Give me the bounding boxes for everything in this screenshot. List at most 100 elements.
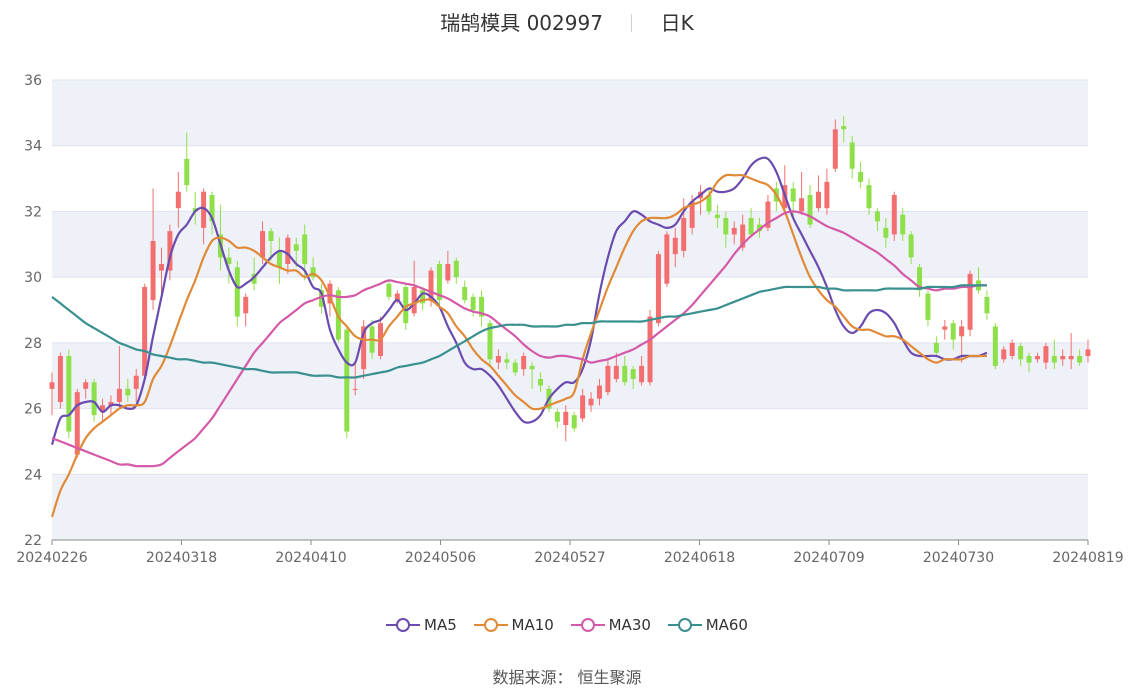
candle-body bbox=[184, 158, 190, 186]
candle bbox=[167, 224, 173, 281]
y-tick-label: 22 bbox=[24, 533, 42, 549]
candle bbox=[588, 392, 594, 412]
candle bbox=[479, 290, 485, 327]
candle-body bbox=[445, 264, 451, 281]
candle bbox=[672, 227, 678, 268]
candle bbox=[1009, 339, 1015, 360]
y-tick-label: 32 bbox=[24, 204, 42, 220]
legend-item-ma5[interactable]: MA5 bbox=[386, 613, 457, 637]
candle-body bbox=[554, 411, 560, 422]
candle-body bbox=[1043, 346, 1049, 363]
candle bbox=[462, 280, 468, 304]
candle bbox=[647, 310, 653, 386]
background-bands bbox=[52, 80, 1088, 540]
candle-body bbox=[100, 405, 106, 412]
candle bbox=[226, 247, 232, 284]
candle bbox=[799, 172, 805, 215]
candle bbox=[874, 208, 880, 232]
candle bbox=[925, 290, 931, 327]
candle-body bbox=[352, 388, 358, 390]
candle-body bbox=[1018, 346, 1024, 360]
moving-average-lines bbox=[50, 156, 988, 518]
series-line-ma30 bbox=[51, 210, 987, 468]
candle-body bbox=[1034, 356, 1040, 360]
series-line-ma10 bbox=[50, 173, 987, 518]
candle-body bbox=[714, 214, 720, 218]
candle bbox=[706, 188, 712, 215]
legend-marker-ma30 bbox=[570, 618, 605, 632]
candle-body bbox=[967, 273, 973, 330]
candle-body bbox=[116, 388, 122, 402]
candle-body bbox=[832, 129, 838, 169]
candle bbox=[731, 221, 737, 245]
candle bbox=[74, 388, 80, 458]
candle bbox=[1051, 339, 1057, 370]
candle-body bbox=[133, 375, 139, 389]
candle bbox=[57, 352, 63, 409]
candle-body bbox=[908, 234, 914, 258]
candle-body bbox=[799, 198, 805, 212]
candle bbox=[950, 319, 956, 350]
candle bbox=[832, 119, 838, 172]
candle-body bbox=[268, 231, 274, 241]
candle bbox=[445, 250, 451, 284]
background-band bbox=[52, 211, 1088, 278]
candle bbox=[293, 237, 299, 268]
candle-body bbox=[959, 326, 965, 337]
candle bbox=[942, 319, 948, 340]
candle-body bbox=[226, 257, 232, 264]
candle bbox=[361, 319, 367, 379]
candle-body bbox=[74, 392, 80, 455]
candle-body bbox=[681, 218, 687, 251]
candle-body bbox=[319, 290, 325, 307]
candle-body bbox=[757, 224, 763, 232]
candle-body bbox=[175, 191, 181, 209]
candle-body bbox=[1051, 356, 1057, 363]
period-label[interactable]: 日K bbox=[660, 10, 694, 35]
candle bbox=[858, 162, 864, 189]
candle-body bbox=[900, 214, 906, 235]
candle-body bbox=[866, 185, 872, 209]
candlestick-chart[interactable]: 22 24 26 28 30 32 34 36 20240226 20240318 2024041… bbox=[0, 0, 1134, 600]
candle-body bbox=[462, 287, 468, 301]
candle bbox=[251, 257, 257, 291]
legend-item-ma10[interactable]: MA10 bbox=[473, 613, 554, 637]
candle-body bbox=[883, 227, 889, 238]
y-tick-label: 24 bbox=[24, 467, 42, 483]
candle bbox=[1026, 352, 1032, 373]
legend-item-ma60[interactable]: MA60 bbox=[667, 613, 748, 637]
background-band bbox=[52, 342, 1088, 409]
candle-body bbox=[917, 267, 923, 291]
candle-body bbox=[1077, 356, 1083, 363]
candle-body bbox=[167, 231, 173, 271]
candle-body bbox=[150, 241, 156, 301]
candle-body bbox=[310, 267, 316, 278]
legend-item-ma30[interactable]: MA30 bbox=[570, 613, 651, 637]
candle-body bbox=[108, 402, 114, 406]
candle bbox=[184, 132, 190, 192]
candle-body bbox=[639, 365, 645, 383]
candle bbox=[1077, 349, 1083, 366]
candle-body bbox=[950, 323, 956, 340]
candle bbox=[66, 349, 72, 439]
chart-title: 瑞鹄模具 002997 bbox=[440, 10, 603, 35]
candle bbox=[276, 237, 282, 284]
candle bbox=[1018, 342, 1024, 366]
candle-body bbox=[630, 369, 636, 379]
candle bbox=[1034, 352, 1040, 363]
legend-label: MA30 bbox=[608, 615, 651, 634]
legend-marker-ma5 bbox=[386, 618, 420, 632]
candle-body bbox=[386, 283, 392, 297]
candle bbox=[917, 264, 923, 297]
candle bbox=[622, 356, 628, 386]
candle-body bbox=[57, 356, 63, 402]
candle bbox=[310, 257, 316, 281]
candle-body bbox=[276, 250, 282, 268]
candle-body bbox=[1026, 356, 1032, 363]
candle-body bbox=[302, 234, 308, 264]
candle-body bbox=[841, 126, 847, 130]
legend-label: MA60 bbox=[705, 615, 748, 634]
candle bbox=[1043, 342, 1049, 370]
candle bbox=[529, 362, 535, 389]
y-tick-label: 28 bbox=[24, 336, 42, 352]
